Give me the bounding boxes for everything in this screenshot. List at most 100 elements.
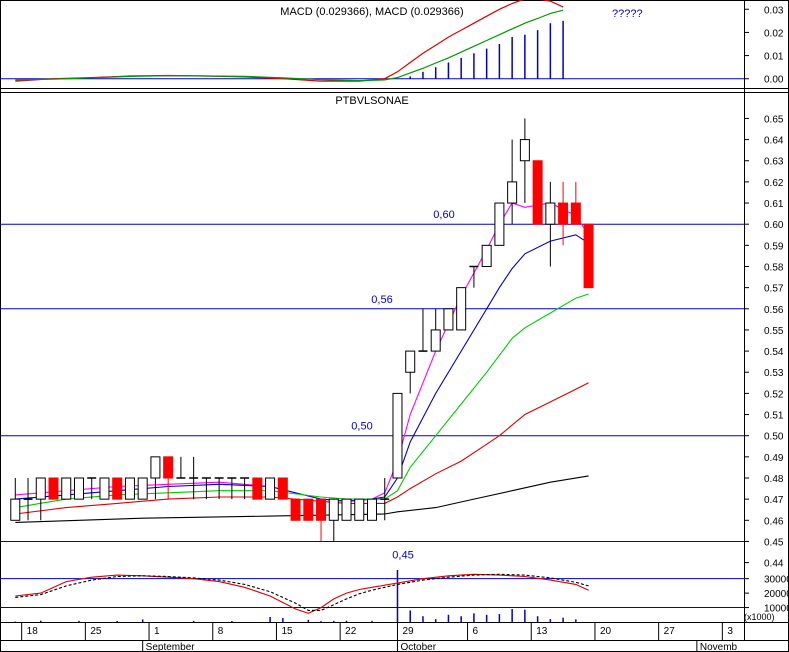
x-tick-label: 27 xyxy=(664,626,676,637)
price-y-tick-label: 0.63 xyxy=(764,157,784,168)
price-y-tick-label: 0.47 xyxy=(764,495,784,506)
volume-bars xyxy=(14,570,577,622)
macd-panel: MACD (0.029366), MACD (0.029366) ????? 0… xyxy=(0,0,784,86)
price-y-tick-label: 0.61 xyxy=(764,199,784,210)
candle-body-up xyxy=(265,477,276,500)
price-level-label: 0,56 xyxy=(371,294,392,306)
price-y-tick-label: 0.48 xyxy=(764,474,784,485)
indicator-y-tick-label: 10000 xyxy=(764,604,789,615)
price-y-tick-label: 0.51 xyxy=(764,411,784,422)
moving-average-line xyxy=(15,293,589,509)
candle-body-down xyxy=(48,477,59,500)
price-y-tick-label: 0.65 xyxy=(764,114,784,125)
indicator-unit-label: (x1000) xyxy=(744,612,775,622)
candle-body-up xyxy=(443,308,454,331)
macd-y-tick-label: 0.03 xyxy=(764,5,784,16)
macd-y-axis: 0.03 0.02 0.01 0.00 xyxy=(0,5,784,86)
price-y-axis: 0.65 0.64 0.63 0.62 0.61 0.60 0.59 0.58 0.57 0.56… xyxy=(744,114,784,570)
price-y-tick-label: 0.57 xyxy=(764,284,784,295)
macd-y-tick-label: 0.01 xyxy=(764,52,784,63)
candle-body-up xyxy=(354,498,365,521)
month-label: September xyxy=(146,642,196,652)
moving-average-line xyxy=(15,202,590,502)
candlesticks xyxy=(10,118,594,542)
price-y-tick-label: 0.58 xyxy=(764,262,784,273)
moving-averages xyxy=(15,202,590,523)
candle-body-down xyxy=(570,202,581,225)
price-y-tick-label: 0.56 xyxy=(764,305,784,316)
candle-body-up xyxy=(405,350,416,373)
indicator-y-axis: 30000 20000 10000 xyxy=(0,575,789,615)
price-y-tick-label: 0.55 xyxy=(764,326,784,337)
price-y-tick-label: 0.44 xyxy=(764,559,784,570)
indicator-series-line xyxy=(15,573,589,614)
price-y-tick-label: 0.45 xyxy=(764,537,784,548)
x-tick-label: 15 xyxy=(281,626,293,637)
candle-body-down xyxy=(277,477,288,500)
price-y-tick-label: 0.46 xyxy=(764,516,784,527)
candle-body-up xyxy=(10,498,21,521)
candle-body-down xyxy=(303,498,314,521)
x-tick-label: 6 xyxy=(473,626,479,637)
candle-body-up xyxy=(507,181,518,204)
indicator-lines xyxy=(15,573,589,614)
candle-body-up xyxy=(35,477,46,500)
macd-annotation: ????? xyxy=(612,8,643,20)
price-y-tick-label: 0.60 xyxy=(764,220,784,231)
candle-body-down xyxy=(163,456,174,479)
x-tick-label: 22 xyxy=(345,626,357,637)
x-tick-label: 20 xyxy=(600,626,612,637)
moving-average-line xyxy=(15,382,589,515)
price-y-tick-label: 0.53 xyxy=(764,368,784,379)
candle-body-down xyxy=(558,202,569,225)
candle-body-down xyxy=(112,477,123,500)
x-tick-label: 29 xyxy=(402,626,414,637)
candle-body-down xyxy=(252,477,263,500)
candle-body-up xyxy=(99,477,110,500)
candle-body-up xyxy=(137,477,148,500)
candle-body-up xyxy=(341,498,352,521)
price-y-tick-label: 0.49 xyxy=(764,453,784,464)
indicator-series-line xyxy=(15,573,589,611)
indicator-panel: 30000 20000 10000 (x1000) xyxy=(0,570,789,622)
price-y-tick-label: 0.52 xyxy=(764,389,784,400)
candle-body-up xyxy=(456,287,467,331)
candle-body-up xyxy=(430,329,441,352)
candle-body-up xyxy=(150,456,161,479)
candle-body-down xyxy=(583,223,594,289)
candle-body-up xyxy=(519,139,530,162)
indicator-y-tick-label: 20000 xyxy=(764,589,789,600)
candle-body-up xyxy=(545,202,556,225)
price-title: PTBVLSONAE xyxy=(335,95,408,107)
price-level-label: 0,60 xyxy=(433,209,454,221)
macd-histogram xyxy=(409,20,564,79)
candle-body-down xyxy=(532,160,543,225)
x-tick-label: 8 xyxy=(218,626,224,637)
candle-body-up xyxy=(392,392,403,479)
x-tick-label: 13 xyxy=(536,626,548,637)
macd-y-tick-label: 0.02 xyxy=(764,28,784,39)
x-tick-label: 3 xyxy=(727,626,733,637)
month-label: Novemb xyxy=(700,642,738,652)
price-level-label: 0,45 xyxy=(392,549,413,561)
candle-body-down xyxy=(316,498,327,521)
candle-body-up xyxy=(367,498,377,521)
indicator-y-tick-label: 30000 xyxy=(764,575,789,586)
candle-body-up xyxy=(328,498,339,521)
macd-lines xyxy=(15,0,564,82)
macd-y-tick-label: 0.00 xyxy=(764,75,784,86)
moving-average-line xyxy=(15,234,589,502)
candle-body-up xyxy=(481,244,492,267)
x-tick-label: 1 xyxy=(154,626,160,637)
price-y-tick-label: 0.50 xyxy=(764,432,784,443)
price-panel: PTBVLSONAE 0.650.640.630.620.610.600.590… xyxy=(0,95,784,570)
x-tick-label: 25 xyxy=(90,626,102,637)
price-y-tick-label: 0.64 xyxy=(764,136,784,147)
candle-body-up xyxy=(124,477,135,500)
candle-body-down xyxy=(290,498,301,521)
candle-body-up xyxy=(73,477,84,500)
price-y-tick-label: 0.59 xyxy=(764,241,784,252)
price-levels: 0,60 0,56 0,50 0,45 xyxy=(0,209,744,561)
